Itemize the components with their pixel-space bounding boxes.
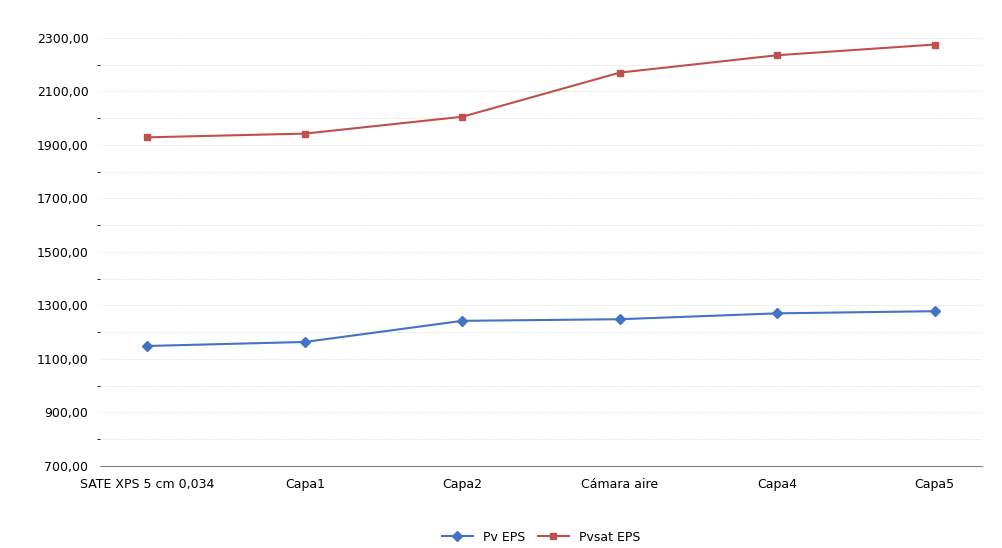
Pvsat EPS (929, 41, 941, 48)
Pv EPS (299, 339, 311, 345)
Pv EPS (141, 342, 153, 349)
Pvsat EPS (772, 52, 784, 59)
Legend: Pv EPS, Pvsat EPS: Pv EPS, Pvsat EPS (437, 526, 645, 548)
Line: Pvsat EPS: Pvsat EPS (144, 41, 938, 141)
Pv EPS (772, 310, 784, 317)
Pv EPS (614, 316, 626, 323)
Pvsat EPS (299, 130, 311, 137)
Pvsat EPS (614, 70, 626, 76)
Pv EPS (456, 317, 468, 324)
Pvsat EPS (141, 134, 153, 141)
Pv EPS (929, 308, 941, 315)
Pvsat EPS (456, 113, 468, 120)
Line: Pv EPS: Pv EPS (144, 308, 938, 350)
